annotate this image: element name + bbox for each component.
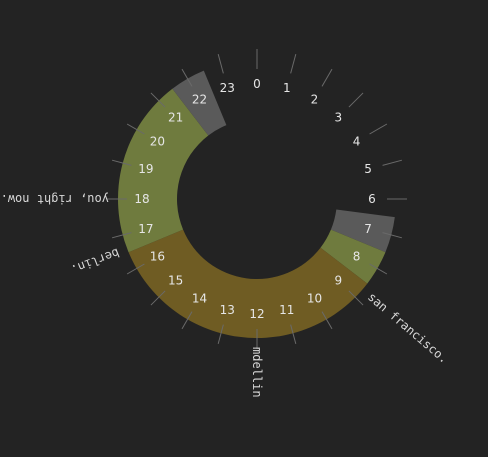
- place-label-medellin: mdellin: [250, 347, 264, 398]
- hour-tick: [369, 263, 388, 275]
- hour-label: 13: [220, 303, 235, 317]
- hour-label: 0: [253, 77, 261, 91]
- hour-tick: [382, 232, 403, 239]
- hour-tick: [126, 123, 145, 135]
- hour-label: 11: [279, 303, 294, 317]
- hour-tick: [321, 311, 333, 330]
- hour-tick: [126, 263, 145, 275]
- hour-tick: [290, 324, 297, 345]
- hour-label: 4: [353, 135, 361, 149]
- hour-tick: [348, 290, 364, 306]
- hour-tick: [111, 159, 132, 166]
- hour-tick: [369, 123, 388, 135]
- hour-label: 20: [150, 135, 165, 149]
- band-san-francisco: [320, 229, 386, 284]
- hour-label: 7: [364, 222, 372, 236]
- hour-label: 10: [307, 292, 322, 306]
- hour-label: 21: [168, 111, 183, 125]
- hour-tick: [217, 53, 224, 74]
- hour-label: 14: [192, 292, 207, 306]
- hour-label: 5: [364, 162, 372, 176]
- place-label-berlin: berlin.: [69, 246, 121, 277]
- hour-label: 23: [220, 81, 235, 95]
- hour-tick: [382, 159, 403, 166]
- band-medellin: [128, 229, 368, 338]
- hour-label: 17: [138, 222, 153, 236]
- hour-label: 16: [150, 250, 165, 264]
- hour-tick: [217, 324, 224, 345]
- hour-label: 1: [283, 81, 291, 95]
- hour-label: 12: [249, 307, 264, 321]
- hour-label: 9: [334, 273, 342, 287]
- hour-tick: [181, 68, 193, 87]
- hour-label: 15: [168, 273, 183, 287]
- timezone-bands: [118, 70, 395, 338]
- hour-ticks: [107, 49, 407, 349]
- band-current: [330, 209, 395, 253]
- hour-tick: [181, 311, 193, 330]
- hour-label: 3: [334, 111, 342, 125]
- hour-label: 22: [192, 92, 207, 106]
- hour-tick: [150, 290, 166, 306]
- hour-label: 6: [368, 192, 376, 206]
- hour-label: 2: [311, 92, 319, 106]
- hour-label: 19: [138, 162, 153, 176]
- hour-tick: [348, 92, 364, 108]
- hour-label: 18: [134, 192, 149, 206]
- hour-label: 8: [353, 250, 361, 264]
- band-berlin: [118, 88, 209, 253]
- hour-tick: [111, 232, 132, 239]
- hour-tick: [290, 53, 297, 74]
- hour-tick: [150, 92, 166, 108]
- hour-tick: [321, 68, 333, 87]
- place-label-current: you, right now.: [1, 192, 109, 206]
- band-current: [172, 70, 227, 136]
- place-label-san-francisco: san francisco.: [365, 290, 451, 366]
